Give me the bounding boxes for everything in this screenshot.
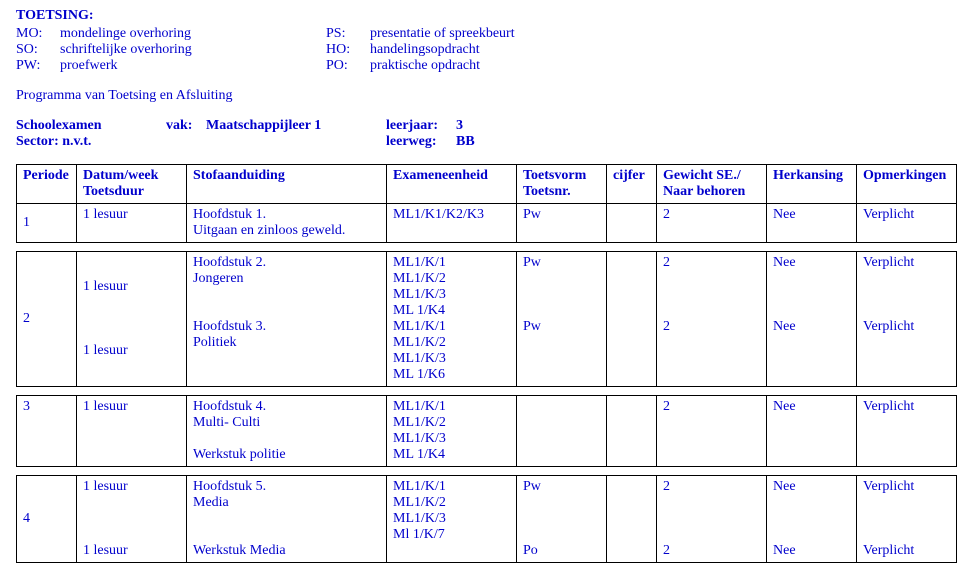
cell-cijfer [607, 396, 657, 467]
meta-leerweg: BB [456, 134, 475, 150]
cell-herk: Nee [767, 396, 857, 467]
cell-cijfer [607, 252, 657, 387]
th-cijfer: cijfer [607, 165, 657, 204]
table-periode-3: 3 1 lesuur Hoofdstuk 4.Multi- CultiWerks… [16, 395, 957, 467]
cell-gewicht: 22 [657, 476, 767, 563]
meta-schoolexamen: Schoolexamen [16, 118, 166, 134]
cell-cijfer [607, 204, 657, 243]
th-opm: Opmerkingen [857, 165, 957, 204]
cell-periode: 3 [17, 396, 77, 467]
legend-left: MO:mondelinge overhoring SO:schriftelijk… [16, 26, 326, 74]
cell-opm: VerplichtVerplicht [857, 476, 957, 563]
legend-abbr: PW: [16, 58, 60, 74]
meta-block: Schoolexamen vak: Maatschappijleer 1 lee… [16, 118, 944, 150]
meta-leerjaar: 3 [456, 118, 463, 134]
cell-tv: PwPw [517, 252, 607, 387]
meta-leerjaar-label: leerjaar: [386, 118, 456, 134]
th-herkansing: Herkansing [767, 165, 857, 204]
cell-examen: ML1/K/1ML1/K/2ML1/K/3ML 1/K4 [387, 396, 517, 467]
cell-stof: Hoofdstuk 4.Multi- CultiWerkstuk politie [187, 396, 387, 467]
cell-tv: PwPo [517, 476, 607, 563]
legend-abbr: MO: [16, 26, 60, 42]
th-periode: Periode [17, 165, 77, 204]
cell-examen: ML1/K/1ML1/K/2ML1/K/3ML 1/K4ML1/K/1ML1/K… [387, 252, 517, 387]
legend-abbr: HO: [326, 42, 370, 58]
table-periode-2: 2 1 lesuur1 lesuur Hoofdstuk 2.JongerenH… [16, 251, 957, 387]
table-row: 4 1 lesuur1 lesuur Hoofdstuk 5.MediaWerk… [17, 476, 957, 563]
cell-datum: 1 lesuur [77, 204, 187, 243]
cell-herk: NeeNee [767, 252, 857, 387]
cell-cijfer [607, 476, 657, 563]
cell-periode: 1 [17, 204, 77, 243]
th-stof: Stofaanduiding [187, 165, 387, 204]
legend-desc: handelingsopdracht [370, 42, 480, 58]
table-periode-4: 4 1 lesuur1 lesuur Hoofdstuk 5.MediaWerk… [16, 475, 957, 563]
legend-columns: MO:mondelinge overhoring SO:schriftelijk… [16, 26, 944, 74]
meta-leerweg-label: leerweg: [386, 134, 456, 150]
th-toetsvorm: ToetsvormToetsnr. [517, 165, 607, 204]
legend-abbr: PO: [326, 58, 370, 74]
legend-desc: mondelinge overhoring [60, 26, 191, 42]
th-examen: Exameneenheid [387, 165, 517, 204]
table-row: 1 1 lesuur Hoofdstuk 1.Uitgaan en zinloo… [17, 204, 957, 243]
legend-abbr: PS: [326, 26, 370, 42]
legend-abbr: SO: [16, 42, 60, 58]
th-datum: Datum/weekToetsduur [77, 165, 187, 204]
table-periode-1: Periode Datum/weekToetsduur Stofaanduidi… [16, 164, 957, 243]
legend-desc: proefwerk [60, 58, 118, 74]
program-line: Programma van Toetsing en Afsluiting [16, 88, 944, 104]
cell-herk: Nee [767, 204, 857, 243]
legend-desc: presentatie of spreekbeurt [370, 26, 515, 42]
table-row: 3 1 lesuur Hoofdstuk 4.Multi- CultiWerks… [17, 396, 957, 467]
legend-right: PS:presentatie of spreekbeurt HO:handeli… [326, 26, 726, 74]
cell-periode: 4 [17, 476, 77, 563]
toetsing-title: TOETSING: [16, 8, 944, 24]
table-header-row: Periode Datum/weekToetsduur Stofaanduidi… [17, 165, 957, 204]
cell-tv [517, 396, 607, 467]
cell-gewicht: 2 [657, 204, 767, 243]
cell-stof: Hoofdstuk 2.JongerenHoofdstuk 3.Politiek [187, 252, 387, 387]
meta-vak-label: vak: [166, 118, 206, 134]
cell-stof: Hoofdstuk 1.Uitgaan en zinloos geweld. [187, 204, 387, 243]
cell-examen: ML1/K1/K2/K3 [387, 204, 517, 243]
legend-desc: schriftelijke overhoring [60, 42, 192, 58]
cell-opm: VerplichtVerplicht [857, 252, 957, 387]
cell-datum: 1 lesuur [77, 396, 187, 467]
cell-stof: Hoofdstuk 5.MediaWerkstuk Media [187, 476, 387, 563]
cell-gewicht: 22 [657, 252, 767, 387]
cell-examen: ML1/K/1ML1/K/2ML1/K/3Ml 1/K/7 [387, 476, 517, 563]
cell-herk: NeeNee [767, 476, 857, 563]
cell-opm: Verplicht [857, 204, 957, 243]
th-gewicht: Gewicht SE./Naar behoren [657, 165, 767, 204]
cell-opm: Verplicht [857, 396, 957, 467]
cell-periode: 2 [17, 252, 77, 387]
cell-gewicht: 2 [657, 396, 767, 467]
cell-datum: 1 lesuur1 lesuur [77, 476, 187, 563]
table-row: 2 1 lesuur1 lesuur Hoofdstuk 2.JongerenH… [17, 252, 957, 387]
legend-desc: praktische opdracht [370, 58, 480, 74]
cell-datum: 1 lesuur1 lesuur [77, 252, 187, 387]
meta-vak: Maatschappijleer 1 [206, 118, 386, 134]
meta-sector: Sector: n.v.t. [16, 134, 166, 150]
cell-tv: Pw [517, 204, 607, 243]
